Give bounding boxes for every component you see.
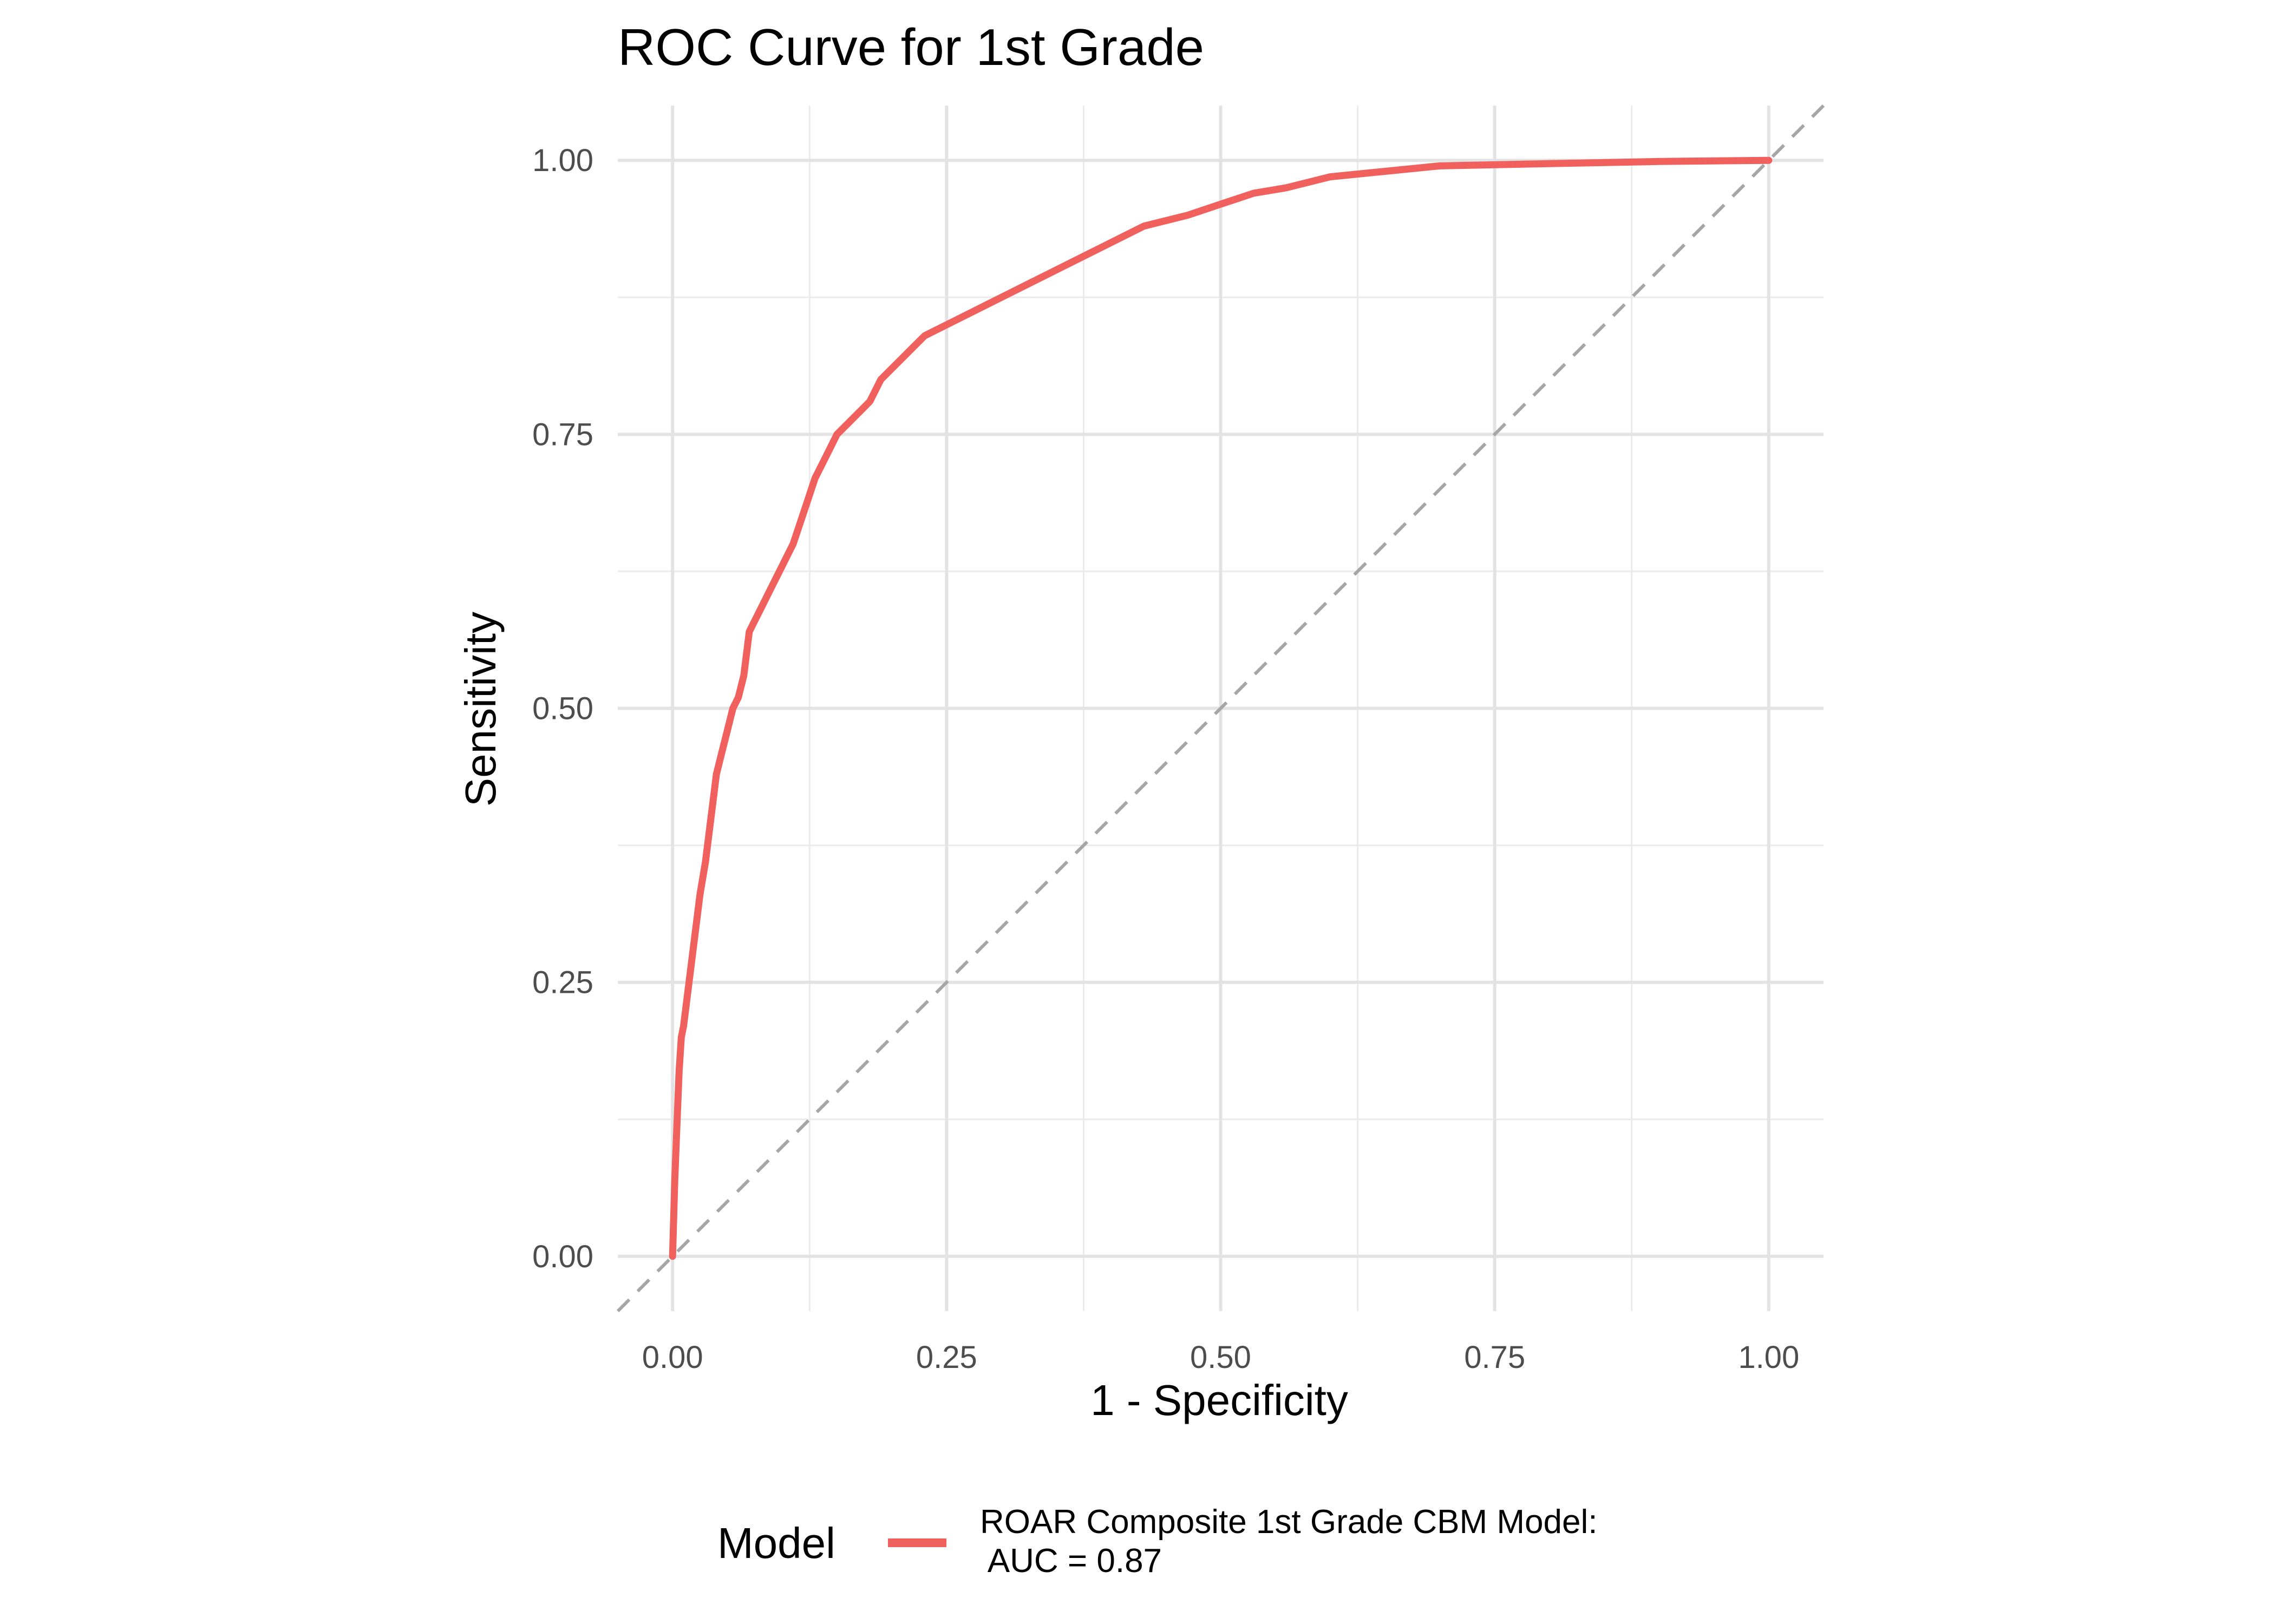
x-tick-label: 0.25: [916, 1340, 977, 1375]
tick-labels: 0.00 0.25 0.50 0.75 1.00 0.00 0.25 0.50 0.75 1.00: [532, 143, 1799, 1375]
legend-title: Model: [717, 1519, 835, 1567]
y-tick-label: 0.50: [532, 691, 593, 726]
x-tick-label: 1.00: [1738, 1340, 1799, 1375]
chart-title: ROC Curve for 1st Grade: [618, 18, 1204, 76]
reference-diagonal-line: [616, 104, 1825, 1313]
legend-label-line: AUC = 0.87: [980, 1542, 1162, 1580]
roc-curve-line: [669, 156, 1773, 1260]
x-tick-label: 0.50: [1190, 1340, 1251, 1375]
y-tick-label: 0.00: [532, 1239, 593, 1274]
y-axis-title: Sensitivity: [456, 612, 505, 807]
legend: Model ROAR Composite 1st Grade CBM Model…: [717, 1503, 1598, 1580]
x-tick-label: 0.00: [642, 1340, 703, 1375]
x-axis-title: 1 - Specificity: [1090, 1376, 1348, 1424]
x-tick-label: 0.75: [1464, 1340, 1525, 1375]
reference-line-layer: [616, 104, 1825, 1313]
y-tick-label: 1.00: [532, 143, 593, 178]
y-tick-label: 0.25: [532, 965, 593, 1000]
y-tick-label: 0.75: [532, 417, 593, 452]
roc-curve-layer: [669, 156, 1773, 1260]
legend-label-line: ROAR Composite 1st Grade CBM Model:: [980, 1503, 1598, 1541]
legend-label: ROAR Composite 1st Grade CBM Model: AUC …: [980, 1503, 1598, 1580]
